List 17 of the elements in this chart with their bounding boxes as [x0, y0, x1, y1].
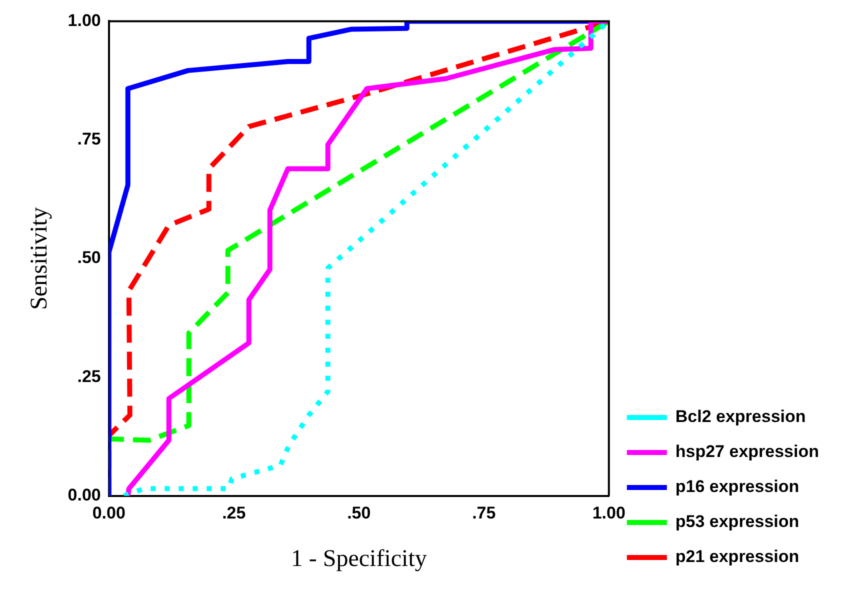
y-tick-label: .75	[77, 130, 101, 149]
y-tick-label: 1.00	[68, 10, 101, 30]
legend-label: p21 expression	[675, 547, 800, 566]
legend-label: hsp27 expression	[675, 442, 820, 462]
y-tick-label: 0.00	[68, 485, 101, 504]
legend-label: p53 expression	[675, 512, 800, 532]
legend-label: Bcl2 expression	[675, 407, 806, 426]
x-tick-label: 1.00	[592, 504, 626, 523]
legend-label: p16 expression	[675, 477, 800, 496]
x-axis-title: 1 - Specificity	[290, 546, 427, 572]
x-tick-label: 0.00	[92, 504, 126, 523]
y-tick-label: .50	[77, 248, 101, 268]
y-axis-title: Sensitivity	[26, 207, 53, 310]
x-tick-label: .75	[472, 504, 496, 523]
y-tick-label: .25	[77, 366, 101, 386]
x-tick-label: .50	[347, 504, 371, 523]
x-tick-label: .25	[222, 504, 246, 523]
